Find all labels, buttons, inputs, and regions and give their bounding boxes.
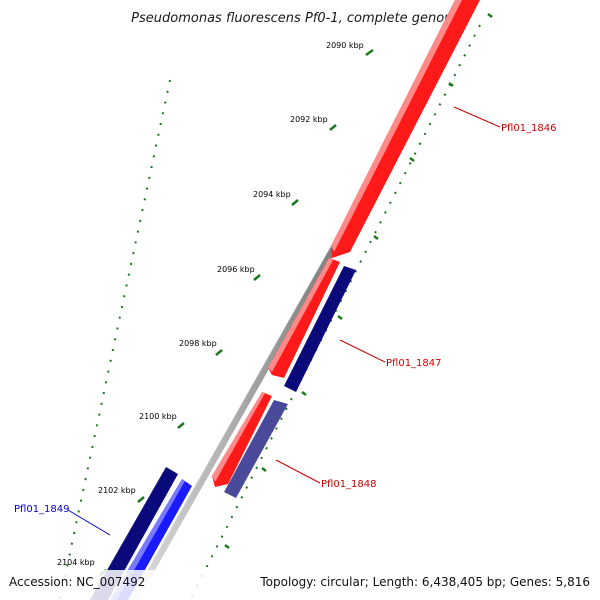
tick-mark bbox=[337, 315, 343, 320]
tick-label: 2100 kbp bbox=[139, 412, 177, 421]
gene-highlight bbox=[331, 0, 462, 252]
tick-label: 2096 kbp bbox=[217, 265, 255, 274]
gene-label-Pfl01_1847[interactable]: Pfl01_1847 bbox=[386, 358, 442, 369]
tick-mark bbox=[253, 274, 261, 281]
tick-mark bbox=[215, 349, 223, 356]
genome-summary: Topology: circular; Length: 6,438,405 bp… bbox=[259, 575, 590, 589]
gene-label-Pfl01_1848[interactable]: Pfl01_1848 bbox=[321, 479, 377, 490]
tick-mark bbox=[261, 467, 267, 472]
tick-mark bbox=[301, 391, 307, 396]
tick-marks bbox=[99, 13, 493, 576]
leader-line bbox=[275, 459, 321, 484]
gene-label-Pfl01_1849[interactable]: Pfl01_1849 bbox=[14, 504, 70, 515]
gene-label-Pfl01_1846[interactable]: Pfl01_1846 bbox=[501, 123, 557, 134]
leader-line bbox=[67, 509, 111, 536]
leader-line bbox=[339, 339, 386, 363]
gene-highlight bbox=[110, 479, 185, 600]
tick-mark bbox=[409, 157, 415, 162]
gene-Pfl01_1848[interactable] bbox=[212, 392, 272, 487]
tick-mark bbox=[329, 124, 337, 131]
tick-mark bbox=[487, 13, 493, 18]
leader-line bbox=[453, 106, 501, 128]
tick-label: 2094 kbp bbox=[253, 190, 291, 199]
tick-mark bbox=[177, 422, 185, 429]
gene-Pfl01_1847[interactable] bbox=[268, 258, 340, 378]
tick-mark bbox=[448, 82, 454, 87]
gene-Pfl01_1848-reverse[interactable] bbox=[224, 400, 288, 498]
tick-mark bbox=[365, 48, 374, 57]
tick-mark bbox=[373, 235, 379, 240]
gene-Pfl01_1847-reverse[interactable] bbox=[284, 266, 356, 392]
gene-highlight bbox=[212, 392, 265, 482]
gene-Pfl01_1849[interactable] bbox=[90, 467, 178, 600]
gene-Pfl01_1846[interactable] bbox=[331, 0, 480, 258]
map-title: Pseudomonas fluorescens Pf0-1, complete … bbox=[131, 11, 465, 26]
tick-label: 2102 kbp bbox=[98, 486, 136, 495]
tick-label: 2090 kbp bbox=[326, 41, 364, 50]
tick-mark bbox=[137, 496, 145, 503]
tick-label: 2104 kbp bbox=[57, 558, 95, 567]
tick-label: 2092 kbp bbox=[290, 115, 328, 124]
footer-background bbox=[0, 570, 600, 600]
tick-label: 2098 kbp bbox=[179, 339, 217, 348]
accession-label: Accession: NC_007492 bbox=[9, 575, 145, 589]
tick-mark bbox=[224, 544, 230, 549]
tick-mark bbox=[291, 199, 299, 206]
tick-guide-outer bbox=[59, 79, 171, 600]
gene-highlight bbox=[268, 258, 333, 372]
